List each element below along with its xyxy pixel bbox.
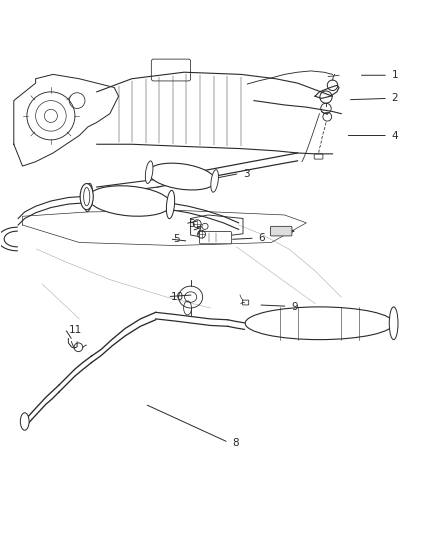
Text: 2: 2 [392, 93, 398, 103]
Text: 11: 11 [68, 325, 81, 335]
Ellipse shape [389, 307, 398, 340]
Text: 3: 3 [243, 169, 250, 179]
Text: 1: 1 [392, 70, 398, 80]
Text: 9: 9 [291, 302, 298, 312]
Ellipse shape [166, 190, 175, 219]
Ellipse shape [245, 307, 394, 340]
Text: 5: 5 [188, 219, 195, 229]
Ellipse shape [211, 169, 219, 192]
Ellipse shape [145, 161, 153, 183]
Text: 8: 8 [232, 438, 239, 448]
Ellipse shape [20, 413, 29, 430]
FancyBboxPatch shape [271, 227, 292, 236]
Text: 5: 5 [173, 234, 180, 244]
FancyBboxPatch shape [199, 231, 232, 244]
Text: 4: 4 [392, 131, 398, 141]
Text: 10: 10 [171, 292, 184, 302]
Ellipse shape [80, 183, 93, 210]
Text: 6: 6 [258, 233, 265, 243]
Ellipse shape [148, 163, 215, 190]
Text: 7: 7 [195, 225, 201, 236]
Ellipse shape [88, 186, 171, 216]
Ellipse shape [85, 183, 92, 212]
